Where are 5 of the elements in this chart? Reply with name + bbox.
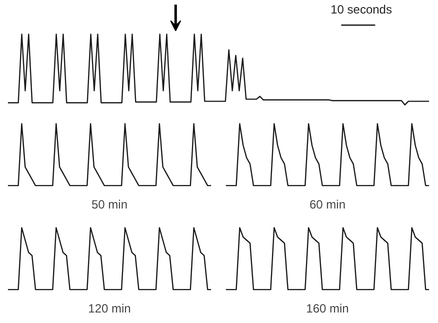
text: 120 min bbox=[88, 302, 131, 316]
text: 60 min bbox=[309, 198, 346, 212]
text: 160 min bbox=[306, 302, 349, 316]
text: 50 min bbox=[91, 198, 128, 212]
text: 10 seconds bbox=[330, 2, 392, 17]
